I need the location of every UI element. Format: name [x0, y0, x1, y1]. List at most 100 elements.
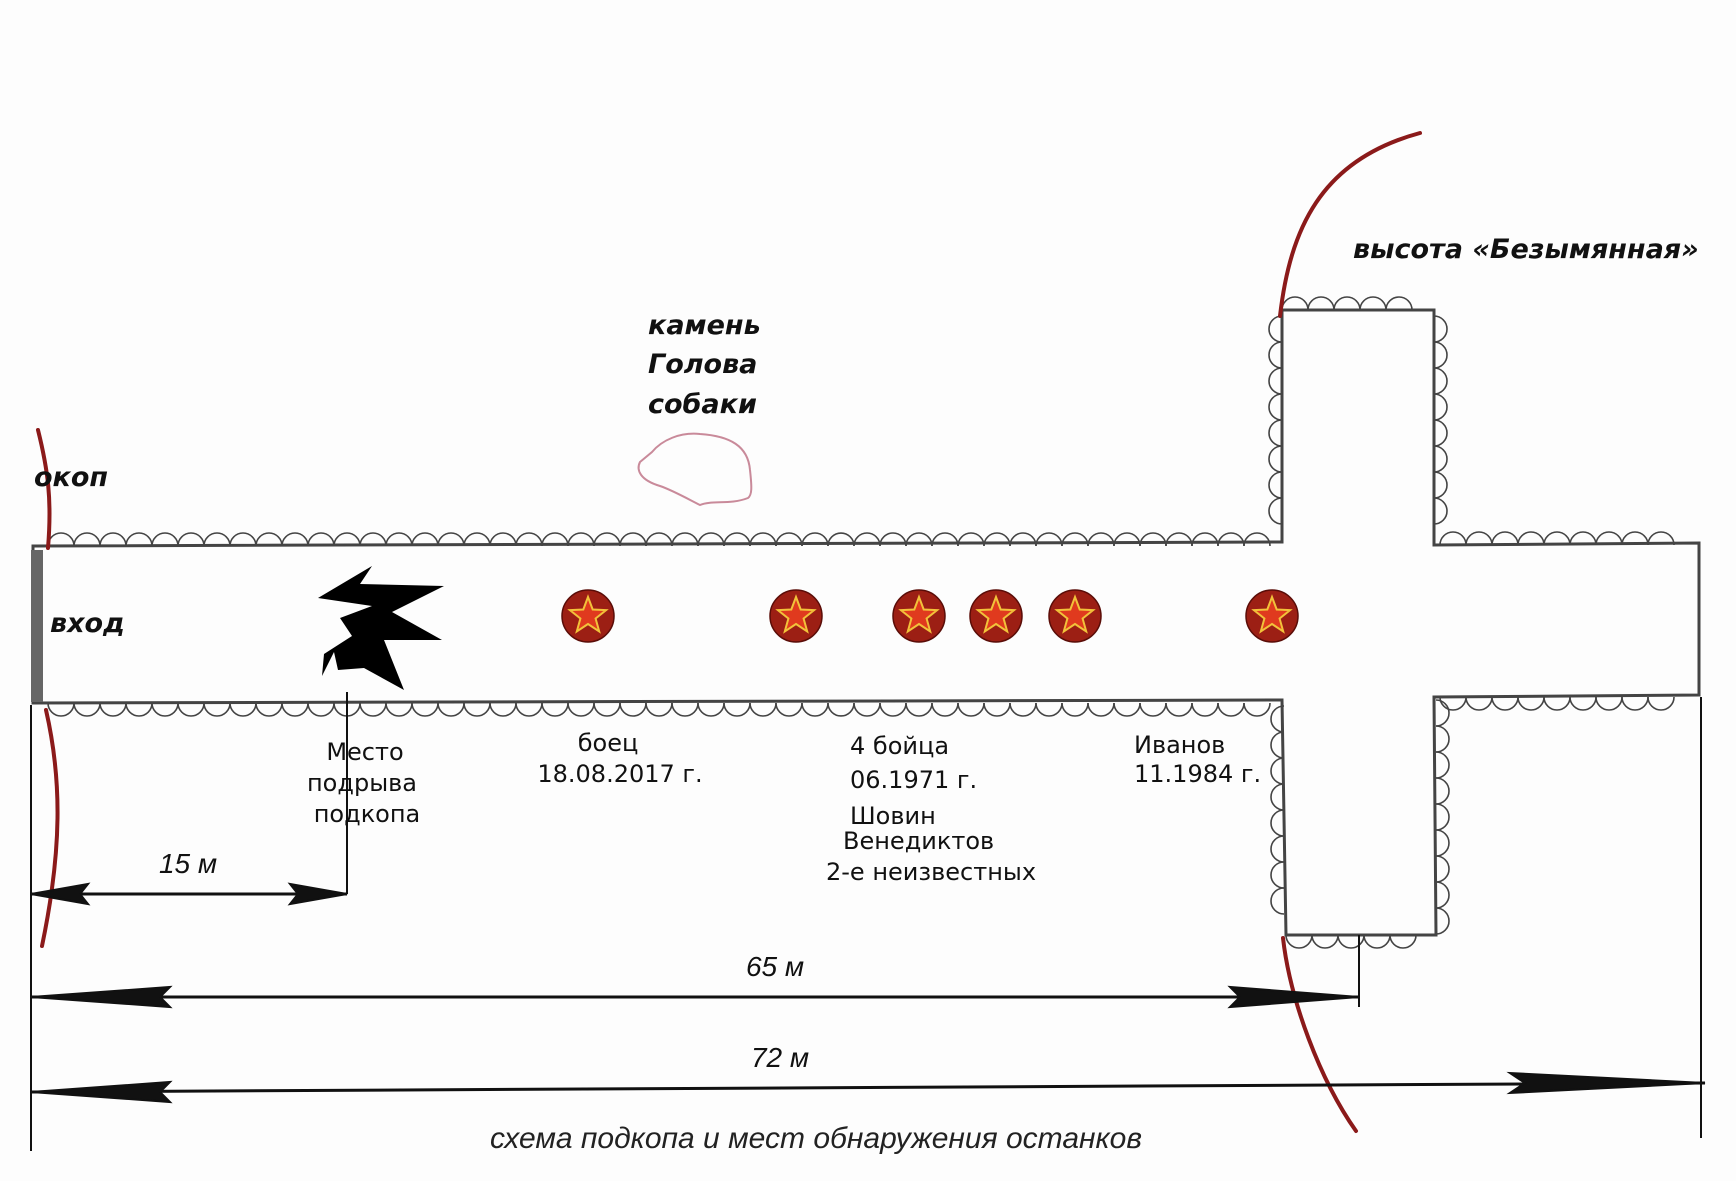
- wall-scallop: [1435, 881, 1450, 909]
- red-star-badge-icon: [769, 589, 823, 643]
- wall-scallop: [1621, 696, 1649, 711]
- wall-scallop: [177, 532, 205, 547]
- wall-scallop: [1087, 702, 1115, 717]
- wall-scallop: [1165, 702, 1193, 717]
- wall-scallop: [125, 702, 153, 717]
- wall-scallop: [1465, 531, 1493, 546]
- wall-scallop: [697, 702, 725, 717]
- wall-scallop: [1268, 419, 1283, 447]
- wall-scallop: [775, 702, 803, 717]
- wall-scallop: [593, 702, 621, 717]
- scheme-caption: схема подкопа и мест обнаружения останко…: [490, 1122, 1142, 1155]
- wall-scallop: [489, 702, 517, 717]
- wall-scallop: [1165, 532, 1193, 547]
- wall-scallop: [723, 702, 751, 717]
- wall-scallop: [1243, 532, 1271, 547]
- wall-scallop: [411, 702, 439, 717]
- wall-scallop: [1268, 393, 1283, 421]
- wall-scallop: [1268, 497, 1283, 525]
- wall-scallop: [99, 532, 127, 547]
- trench-line-left-bottom: [40, 708, 60, 948]
- wall-scallop: [1191, 532, 1219, 547]
- wall-scallop: [983, 702, 1011, 717]
- wall-scallop: [73, 532, 101, 547]
- wall-scallop: [1285, 934, 1313, 949]
- wall-scallop: [1217, 532, 1245, 547]
- wall-scallop: [1337, 934, 1365, 949]
- wall-scallop: [177, 702, 205, 717]
- wall-scallop: [1307, 296, 1335, 311]
- find-2-label-4: Венедиктов: [843, 827, 994, 855]
- wall-scallop: [619, 702, 647, 717]
- wall-scallop: [1491, 696, 1519, 711]
- wall-scallop: [463, 702, 491, 717]
- wall-scallop: [1543, 696, 1571, 711]
- wall-scallop: [47, 702, 75, 717]
- blast-label-1: Место: [326, 738, 403, 766]
- wall-scallop: [931, 702, 959, 717]
- wall-scallop: [203, 532, 231, 547]
- stone-label-2: Голова: [648, 349, 757, 380]
- wall-scallop: [1433, 393, 1448, 421]
- wall-scallop: [567, 702, 595, 717]
- wall-scallop: [359, 532, 387, 547]
- wall-scallop: [1389, 934, 1417, 949]
- wall-scallop: [1139, 702, 1167, 717]
- burial-markers: [561, 589, 1299, 643]
- wall-scallop: [489, 532, 517, 547]
- wall-scallop: [593, 532, 621, 547]
- wall-scallop: [1333, 296, 1361, 311]
- wall-scallop: [333, 532, 361, 547]
- wall-scallop: [1113, 532, 1141, 547]
- wall-scallop: [1035, 702, 1063, 717]
- find-1-label-1: боец: [578, 729, 639, 757]
- wall-scallop: [1061, 702, 1089, 717]
- wall-scallop: [801, 702, 829, 717]
- wall-scallop: [1435, 907, 1450, 935]
- wall-scallop: [983, 532, 1011, 547]
- wall-scallop: [1433, 497, 1448, 525]
- wall-scallop: [1517, 696, 1545, 711]
- wall-scallop: [1595, 531, 1623, 546]
- find-2-label-1: 4 бойца: [850, 732, 949, 760]
- wall-scallop: [1270, 861, 1285, 889]
- wall-scallop: [853, 702, 881, 717]
- hill-label: высота «Безымянная»: [1353, 234, 1699, 265]
- wall-scallop: [1268, 445, 1283, 473]
- red-star-badge-icon: [561, 589, 615, 643]
- wall-scallop: [47, 532, 75, 547]
- wall-scallop: [1543, 531, 1571, 546]
- wall-scallop: [1433, 367, 1448, 395]
- dimension-15m: 15 м: [159, 848, 217, 879]
- wall-scallop: [1270, 835, 1285, 863]
- wall-scallop: [515, 532, 543, 547]
- trench-line-left-top: [36, 428, 52, 550]
- trench-label: окоп: [34, 462, 108, 493]
- dimension-65m: 65 м: [746, 951, 804, 982]
- find-3-label-2: 11.1984 г.: [1134, 760, 1261, 788]
- wall-scallop: [1647, 531, 1675, 546]
- wall-scallop: [671, 532, 699, 547]
- wall-scallop: [1191, 702, 1219, 717]
- wall-scallop: [1435, 855, 1450, 883]
- wall-scallop: [1439, 531, 1467, 546]
- trench-line-hill-bottom: [1281, 936, 1358, 1133]
- entrance-label: вход: [50, 608, 125, 639]
- wall-scallop: [1433, 341, 1448, 369]
- wall-scallop: [697, 532, 725, 547]
- wall-scallop: [1435, 777, 1450, 805]
- wall-scallop: [957, 532, 985, 547]
- wall-scallop: [1435, 803, 1450, 831]
- wall-scallop: [1595, 696, 1623, 711]
- wall-scallop: [801, 532, 829, 547]
- find-2-label-5: 2-е неизвестных: [826, 858, 1036, 886]
- dimension-lines: [30, 692, 1706, 1151]
- wall-scallop: [1243, 702, 1271, 717]
- wall-scallop: [723, 532, 751, 547]
- wall-scallop: [1359, 296, 1387, 311]
- wall-scallop: [1363, 934, 1391, 949]
- wall-scallop: [1270, 705, 1285, 733]
- wall-scallop: [827, 532, 855, 547]
- stone-label-1: камень: [648, 310, 761, 341]
